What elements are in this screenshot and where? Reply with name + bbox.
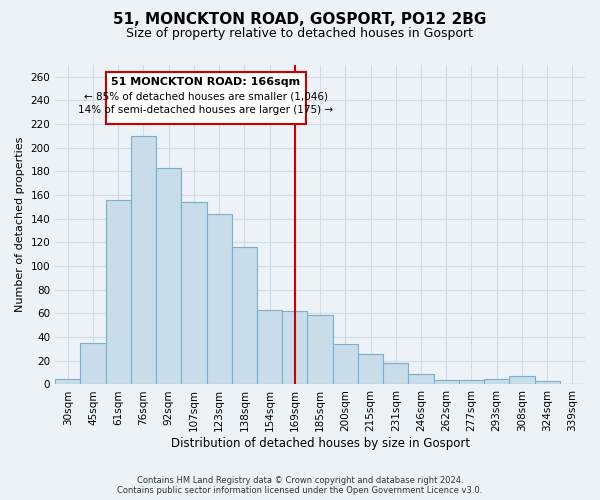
Text: Contains HM Land Registry data © Crown copyright and database right 2024.
Contai: Contains HM Land Registry data © Crown c… — [118, 476, 482, 495]
Bar — [257, 310, 282, 384]
Text: 51, MONCKTON ROAD, GOSPORT, PO12 2BG: 51, MONCKTON ROAD, GOSPORT, PO12 2BG — [113, 12, 487, 28]
Bar — [55, 378, 80, 384]
Bar — [484, 378, 509, 384]
Bar — [434, 380, 459, 384]
Bar — [332, 344, 358, 385]
Text: 51 MONCKTON ROAD: 166sqm: 51 MONCKTON ROAD: 166sqm — [112, 77, 301, 87]
Bar — [282, 311, 307, 384]
FancyBboxPatch shape — [106, 72, 306, 124]
Text: Size of property relative to detached houses in Gosport: Size of property relative to detached ho… — [127, 28, 473, 40]
Bar — [232, 247, 257, 384]
Bar — [181, 202, 206, 384]
Bar — [509, 376, 535, 384]
Text: 14% of semi-detached houses are larger (175) →: 14% of semi-detached houses are larger (… — [79, 105, 334, 115]
Bar — [80, 343, 106, 384]
Bar — [131, 136, 156, 384]
Bar — [307, 314, 332, 384]
Bar — [156, 168, 181, 384]
Bar — [383, 363, 409, 384]
Bar — [106, 200, 131, 384]
Bar — [459, 380, 484, 384]
Bar — [206, 214, 232, 384]
Bar — [409, 374, 434, 384]
X-axis label: Distribution of detached houses by size in Gosport: Distribution of detached houses by size … — [170, 437, 470, 450]
Bar — [358, 354, 383, 384]
Text: ← 85% of detached houses are smaller (1,046): ← 85% of detached houses are smaller (1,… — [84, 91, 328, 101]
Y-axis label: Number of detached properties: Number of detached properties — [15, 137, 25, 312]
Bar — [535, 381, 560, 384]
